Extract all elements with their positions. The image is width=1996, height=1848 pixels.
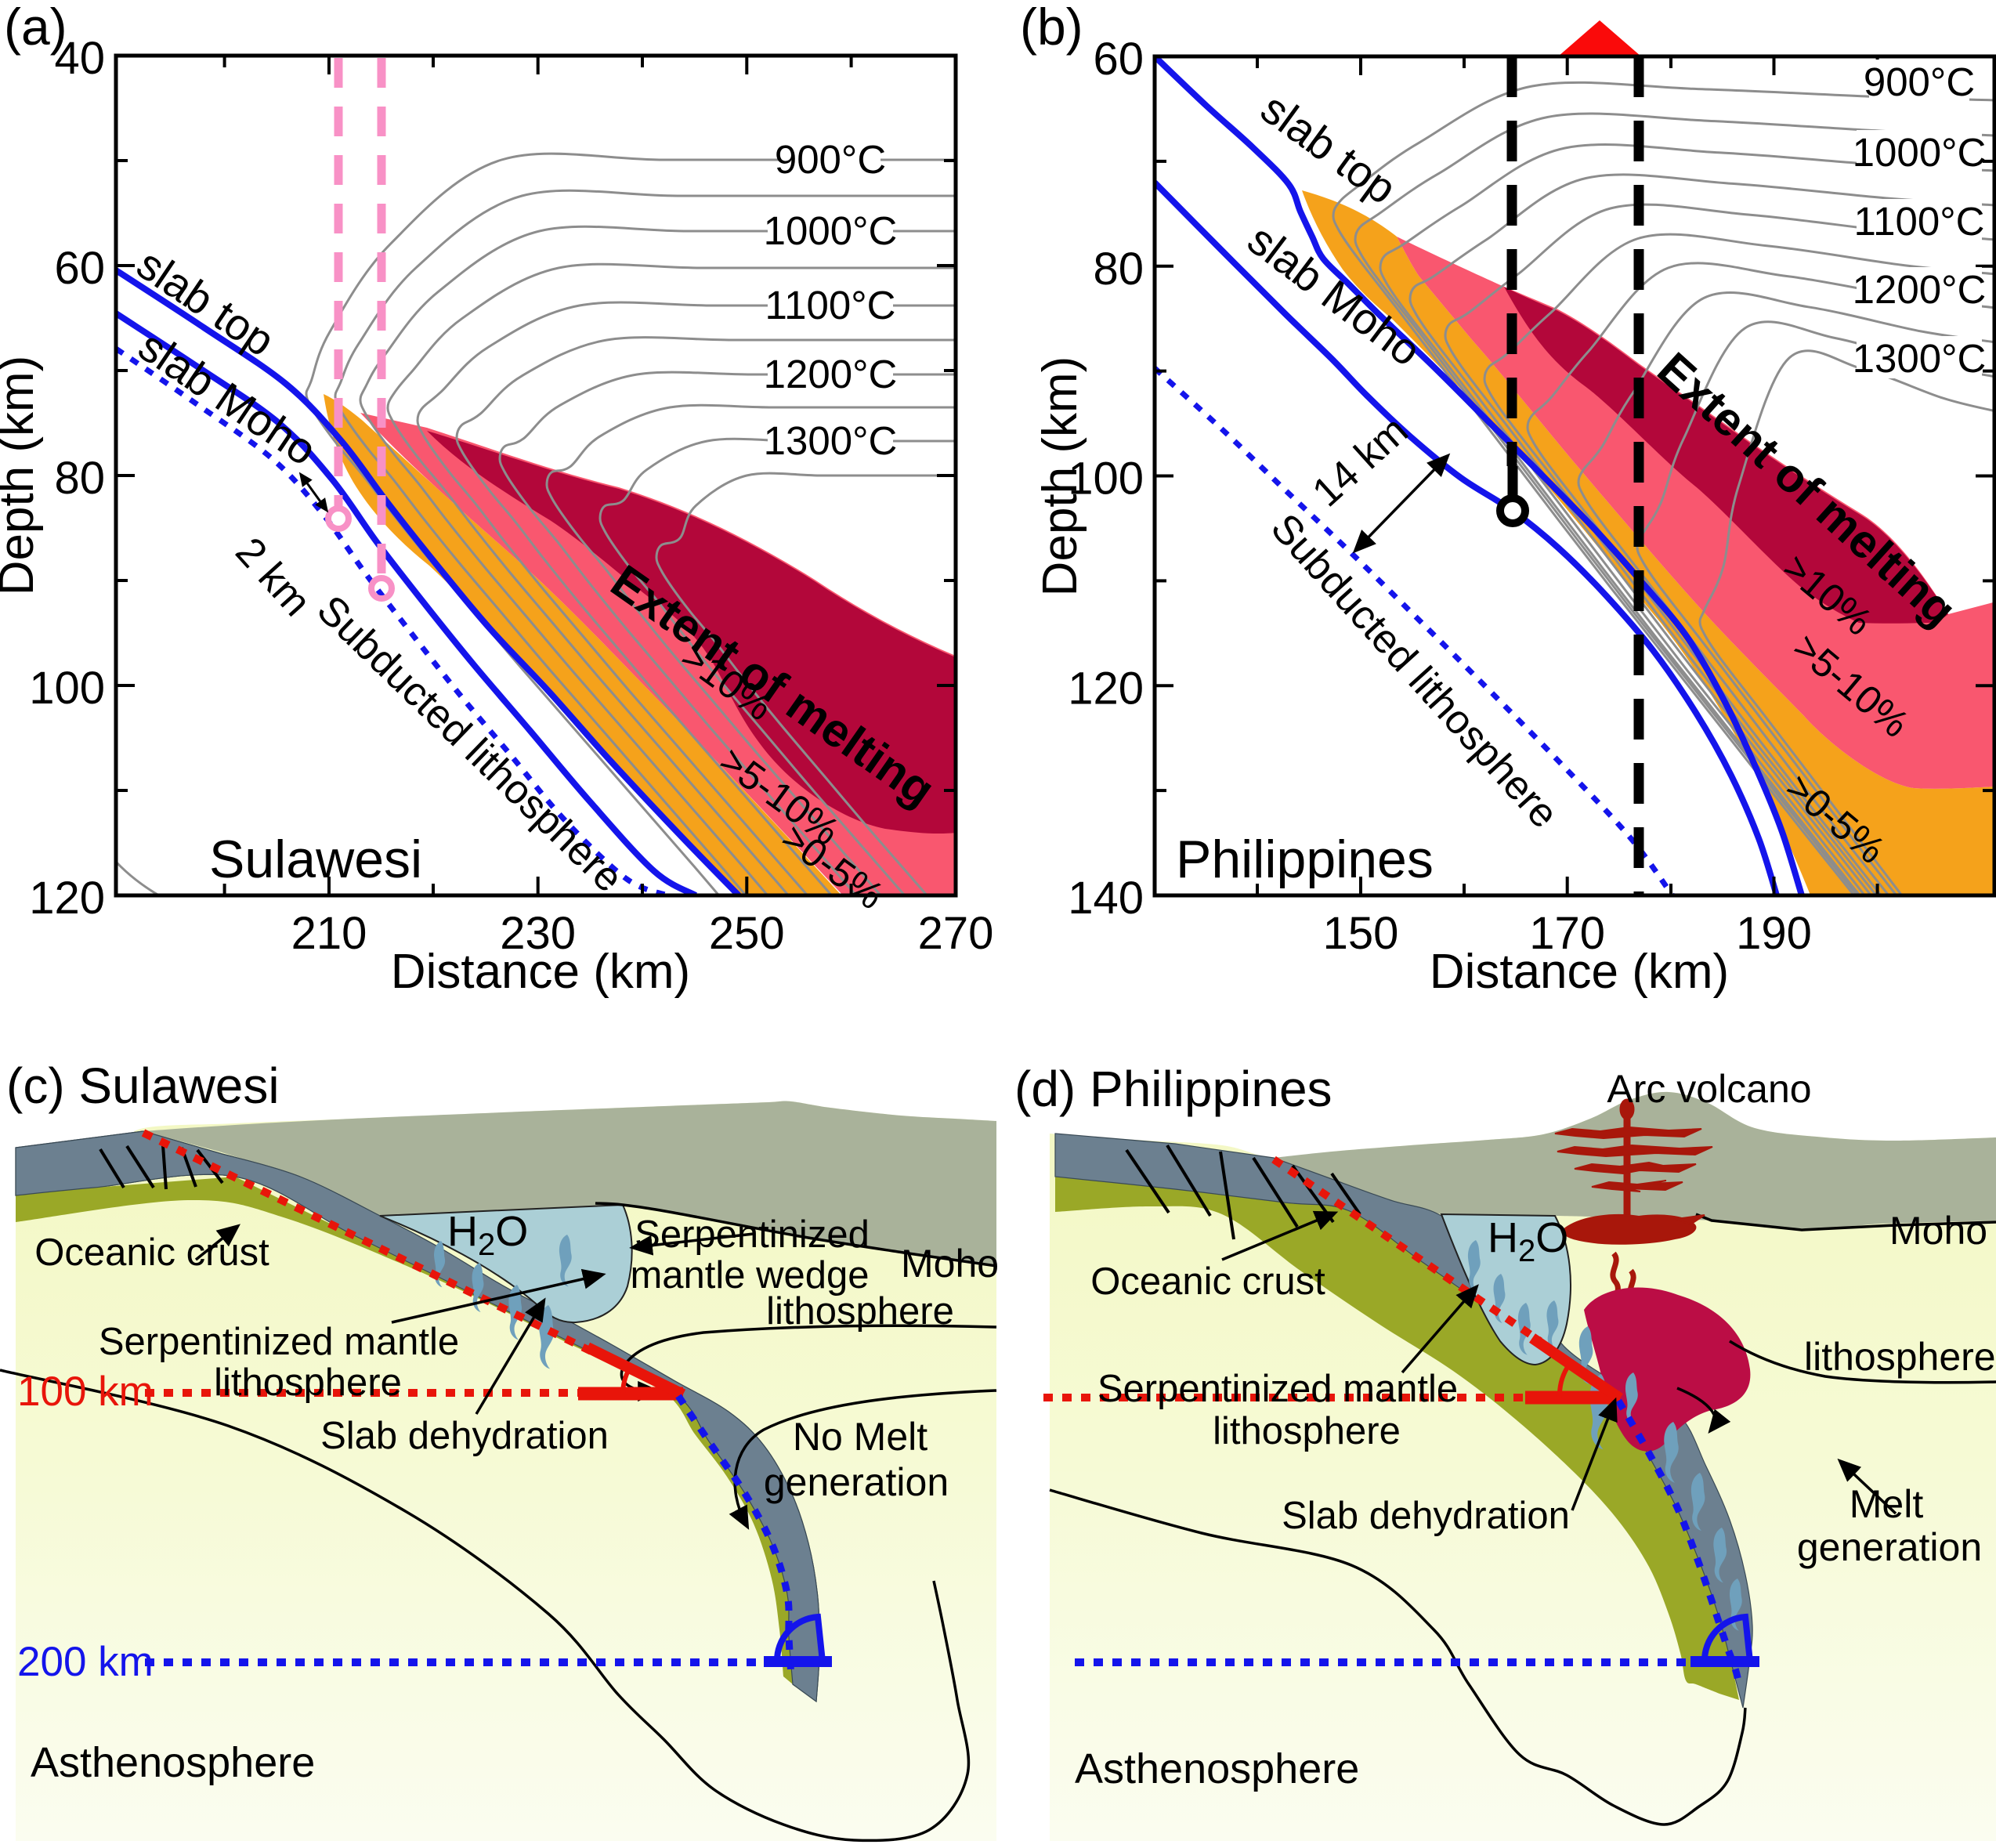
svg-text:Moho: Moho <box>901 1242 999 1286</box>
svg-text:(a): (a) <box>4 0 67 56</box>
svg-text:100: 100 <box>1068 454 1144 504</box>
svg-text:lithosphere: lithosphere <box>766 1290 954 1333</box>
svg-text:170: 170 <box>1529 908 1605 959</box>
svg-text:120: 120 <box>1068 663 1144 714</box>
svg-text:120: 120 <box>29 873 105 924</box>
svg-text:Asthenosphere: Asthenosphere <box>31 1739 315 1786</box>
svg-text:250: 250 <box>709 908 785 959</box>
svg-text:Depth (km): Depth (km) <box>1033 356 1087 597</box>
svg-text:Oceanic crust: Oceanic crust <box>1090 1260 1325 1303</box>
svg-text:80: 80 <box>54 453 105 504</box>
svg-text:H2O: H2O <box>1488 1214 1568 1268</box>
svg-text:Arc volcano: Arc volcano <box>1607 1067 1811 1111</box>
svg-text:Asthenosphere: Asthenosphere <box>1075 1745 1359 1792</box>
svg-text:lithosphere: lithosphere <box>1804 1335 1996 1379</box>
svg-text:H2O: H2O <box>447 1208 528 1262</box>
svg-text:lithosphere: lithosphere <box>1213 1410 1401 1452</box>
svg-text:generation: generation <box>1797 1525 1982 1569</box>
svg-text:1300°C: 1300°C <box>1853 336 1987 381</box>
svg-text:1100°C: 1100°C <box>1854 199 1985 244</box>
svg-text:150: 150 <box>1323 908 1399 959</box>
svg-text:900°C: 900°C <box>775 137 886 182</box>
svg-text:Distance (km): Distance (km) <box>391 945 690 999</box>
svg-text:200 km: 200 km <box>17 1639 154 1685</box>
svg-text:mantle wedge: mantle wedge <box>630 1254 869 1296</box>
svg-text:Moho: Moho <box>1889 1209 1987 1253</box>
svg-text:No Melt: No Melt <box>793 1415 927 1459</box>
svg-text:Depth (km): Depth (km) <box>0 356 44 596</box>
svg-text:Serpentinized mantle: Serpentinized mantle <box>1097 1368 1458 1410</box>
svg-text:1100°C: 1100°C <box>765 283 896 327</box>
svg-text:Oceanic crust: Oceanic crust <box>34 1231 269 1274</box>
svg-text:270: 270 <box>918 908 994 959</box>
svg-text:1200°C: 1200°C <box>1853 267 1987 312</box>
svg-text:1000°C: 1000°C <box>1853 130 1987 175</box>
svg-text:(c) Sulawesi: (c) Sulawesi <box>6 1058 280 1114</box>
svg-text:1300°C: 1300°C <box>764 418 898 463</box>
svg-text:60: 60 <box>54 243 105 294</box>
svg-text:Serpentinized mantle: Serpentinized mantle <box>99 1321 459 1363</box>
svg-text:100: 100 <box>29 663 105 714</box>
svg-text:40: 40 <box>54 33 105 84</box>
svg-text:Sulawesi: Sulawesi <box>209 830 422 889</box>
svg-text:210: 210 <box>291 908 367 959</box>
svg-text:Slab dehydration: Slab dehydration <box>1282 1495 1570 1537</box>
svg-text:Distance (km): Distance (km) <box>1430 945 1729 999</box>
svg-text:1000°C: 1000°C <box>764 208 898 253</box>
svg-text:80: 80 <box>1093 244 1144 295</box>
svg-text:lithosphere: lithosphere <box>214 1362 402 1404</box>
svg-text:1200°C: 1200°C <box>764 352 898 396</box>
svg-text:100 km: 100 km <box>17 1369 154 1415</box>
svg-text:Philippines: Philippines <box>1176 830 1434 889</box>
svg-text:900°C: 900°C <box>1864 60 1975 104</box>
svg-text:60: 60 <box>1093 34 1144 85</box>
svg-text:(d) Philippines: (d) Philippines <box>1014 1061 1332 1117</box>
svg-text:190: 190 <box>1736 908 1812 959</box>
svg-text:generation: generation <box>764 1460 949 1504</box>
svg-text:(b): (b) <box>1020 0 1083 56</box>
svg-text:140: 140 <box>1068 873 1144 924</box>
svg-text:Serpentinized: Serpentinized <box>635 1213 870 1256</box>
svg-text:Slab dehydration: Slab dehydration <box>320 1415 609 1457</box>
svg-text:Melt: Melt <box>1850 1482 1924 1526</box>
svg-text:230: 230 <box>500 908 576 959</box>
